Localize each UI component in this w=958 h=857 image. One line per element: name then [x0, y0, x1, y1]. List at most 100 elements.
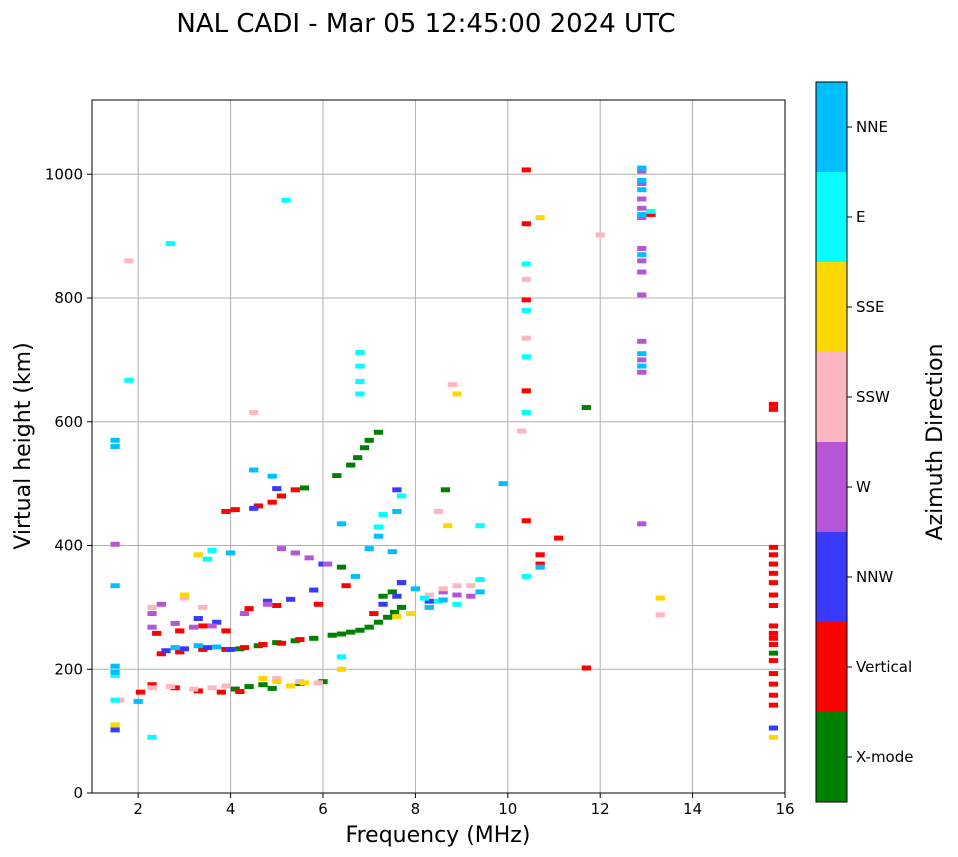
colorbar-tick-label: W: [856, 478, 871, 496]
data-point: [410, 586, 421, 592]
x-tick-label: 16: [775, 800, 794, 818]
data-point: [258, 642, 268, 647]
data-point: [193, 643, 203, 649]
data-point: [438, 589, 448, 595]
data-point: [475, 523, 485, 529]
data-point: [202, 556, 213, 562]
plot-area: [92, 100, 785, 793]
data-point: [406, 611, 416, 617]
data-point: [637, 205, 647, 211]
data-point: [452, 601, 462, 607]
data-point: [207, 547, 217, 553]
data-point: [262, 598, 273, 604]
data-point: [424, 604, 434, 610]
colorbar: X-mode Vertical NNW W SSW SSE E NNE: [816, 82, 913, 802]
data-point: [272, 603, 282, 608]
data-point: [768, 734, 779, 740]
data-point: [655, 595, 665, 601]
data-point: [133, 698, 143, 704]
data-point: [230, 507, 240, 513]
data-point: [768, 650, 779, 656]
data-point: [396, 493, 407, 499]
data-point: [193, 552, 203, 558]
data-point: [276, 493, 287, 499]
data-point: [521, 354, 531, 360]
y-tick-label: 0: [73, 784, 83, 802]
data-point: [175, 628, 185, 634]
colorbar-segment: [816, 532, 847, 622]
y-tick-label: 800: [54, 289, 83, 307]
data-point: [272, 679, 282, 685]
data-point: [521, 518, 531, 524]
data-point: [110, 663, 120, 669]
data-point: [258, 676, 268, 682]
colorbar-tick-label: Vertical: [856, 658, 912, 676]
data-point: [498, 481, 508, 487]
series-e: [110, 197, 656, 740]
data-point: [207, 685, 217, 691]
data-point: [637, 351, 647, 357]
data-point: [267, 473, 277, 479]
data-point: [147, 604, 157, 610]
data-point: [637, 215, 647, 221]
data-point: [353, 455, 363, 461]
data-point: [420, 595, 430, 601]
data-point: [207, 623, 217, 629]
data-point: [262, 601, 273, 607]
data-point: [281, 197, 291, 203]
data-point: [466, 583, 476, 589]
data-point: [179, 592, 190, 598]
data-point: [249, 505, 259, 511]
data-point: [392, 614, 402, 620]
data-point: [313, 680, 323, 686]
data-point: [521, 297, 531, 303]
data-point: [332, 473, 342, 479]
data-point: [336, 631, 347, 637]
data-point: [290, 487, 300, 493]
data-point: [147, 611, 157, 617]
data-point: [521, 261, 531, 267]
data-point: [110, 444, 120, 449]
data-point: [389, 609, 400, 615]
data-point: [110, 541, 120, 547]
data-point: [147, 682, 157, 688]
data-point: [327, 632, 337, 638]
data-point: [768, 635, 779, 641]
colorbar-segment: [816, 262, 847, 352]
data-point: [392, 487, 402, 493]
data-point: [110, 722, 120, 728]
data-point: [355, 379, 365, 385]
data-point: [768, 544, 779, 550]
series-sse: [110, 215, 779, 740]
data-point: [535, 552, 545, 558]
y-axis-ticks: 0 200 400 600 800 1000: [45, 165, 92, 802]
data-point: [189, 686, 199, 692]
data-point: [637, 338, 647, 344]
data-point: [304, 555, 314, 561]
data-point: [267, 685, 277, 691]
data-point: [768, 692, 779, 698]
data-point: [286, 683, 296, 689]
data-point: [239, 611, 250, 617]
data-point: [272, 486, 282, 492]
series-vertical: [135, 167, 779, 708]
colorbar-segment: [816, 172, 847, 262]
data-point: [170, 620, 180, 626]
data-point: [440, 487, 451, 493]
data-point: [475, 577, 485, 583]
data-point: [244, 684, 254, 690]
data-point: [433, 508, 444, 514]
y-axis-label: Virtual height (km): [11, 342, 36, 549]
data-point: [768, 642, 779, 647]
data-point: [637, 196, 647, 202]
data-point: [396, 580, 407, 586]
x-tick-label: 10: [498, 800, 517, 818]
data-point: [581, 405, 591, 410]
data-point: [175, 649, 185, 655]
data-point: [392, 593, 402, 599]
data-point: [637, 187, 647, 193]
data-point: [193, 616, 203, 621]
data-point: [346, 462, 356, 468]
data-point: [475, 589, 485, 595]
